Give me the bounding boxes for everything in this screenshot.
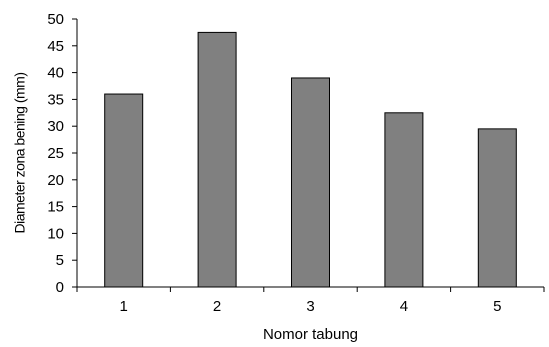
bar-4: [384, 112, 424, 288]
y-axis-ticks: 0 5 10 15 20 25 30 35 40 45 50: [47, 11, 77, 296]
x-tick-label: 5: [493, 298, 501, 315]
y-tick-label: 45: [47, 38, 64, 55]
x-tick-label: 3: [306, 298, 314, 315]
y-tick-label: 40: [47, 65, 64, 82]
y-tick-label: 30: [47, 118, 64, 135]
x-axis-ticks: 1 2 3 4 5: [76, 287, 545, 315]
x-axis-title: Nomor tabung: [263, 326, 358, 343]
y-axis-title: Diameter zona bening (mm): [12, 72, 28, 233]
y-tick-label: 50: [47, 11, 64, 28]
bar-5: [477, 128, 517, 288]
bar-3: [291, 77, 330, 288]
y-tick-label: 20: [47, 172, 64, 189]
x-tick-label: 1: [120, 298, 128, 315]
y-tick-label: 10: [47, 225, 64, 242]
y-tick-label: 35: [47, 91, 64, 108]
y-tick-label: 0: [56, 279, 64, 296]
y-tick-label: 15: [47, 199, 64, 216]
bar-1: [104, 93, 144, 288]
x-tick-label: 2: [213, 298, 221, 315]
x-tick-label: 4: [400, 298, 408, 315]
bar-2: [197, 31, 237, 288]
y-tick-label: 25: [47, 145, 64, 162]
bars-group: [104, 31, 517, 288]
y-tick-label: 5: [56, 252, 64, 269]
